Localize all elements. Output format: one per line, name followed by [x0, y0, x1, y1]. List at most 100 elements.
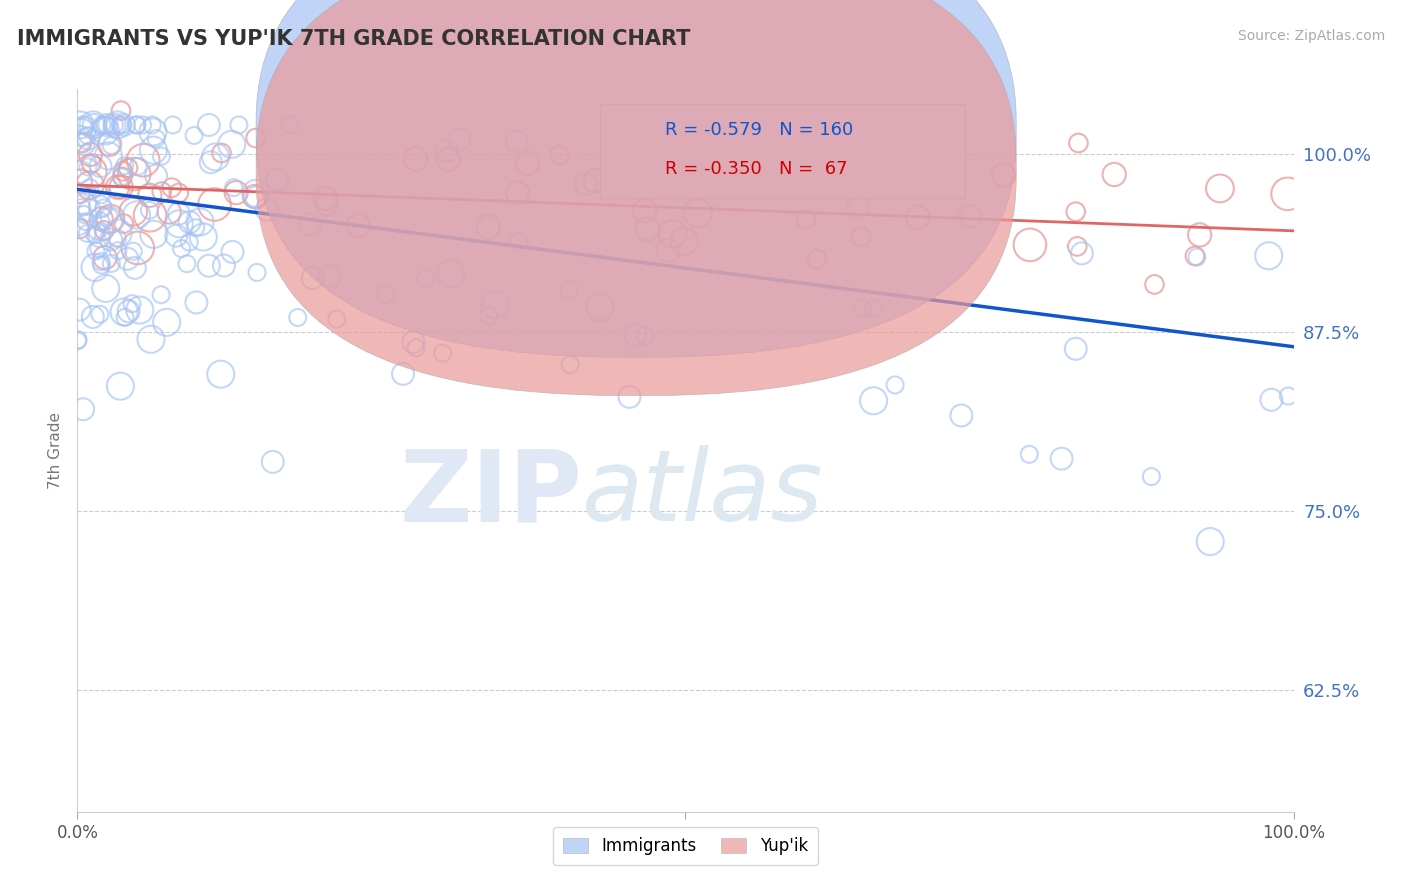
Point — [66, 333, 89, 347]
Point — [125, 118, 148, 132]
Point — [243, 189, 266, 203]
Point — [157, 205, 180, 219]
Point — [950, 409, 973, 423]
Point — [111, 118, 134, 132]
Point — [1018, 447, 1040, 461]
Point — [402, 334, 425, 349]
Point — [139, 188, 162, 202]
Point — [150, 149, 173, 163]
Point — [167, 217, 190, 231]
Point — [84, 260, 107, 275]
Point — [186, 295, 208, 310]
Legend: Immigrants, Yup'ik: Immigrants, Yup'ik — [553, 827, 818, 865]
Point — [69, 118, 91, 132]
Point — [69, 219, 91, 234]
Point — [108, 118, 131, 132]
Point — [1209, 181, 1232, 195]
Point — [138, 203, 160, 218]
Point — [794, 212, 817, 227]
Point — [82, 118, 104, 132]
Point — [170, 242, 193, 256]
Point — [1277, 389, 1299, 403]
Point — [167, 207, 190, 221]
Point — [637, 222, 659, 236]
Text: IMMIGRANTS VS YUP'IK 7TH GRADE CORRELATION CHART: IMMIGRANTS VS YUP'IK 7TH GRADE CORRELATI… — [17, 29, 690, 48]
Point — [246, 265, 269, 279]
Point — [405, 152, 427, 166]
Point — [94, 124, 117, 138]
Point — [132, 153, 155, 168]
Point — [478, 309, 501, 323]
Point — [862, 393, 884, 408]
Point — [477, 219, 499, 234]
Point — [315, 191, 337, 205]
Point — [96, 118, 118, 132]
Point — [449, 132, 471, 146]
Point — [117, 304, 139, 318]
Point — [83, 227, 105, 242]
Point — [184, 220, 207, 235]
Point — [437, 153, 460, 167]
Point — [139, 208, 162, 222]
Point — [117, 161, 139, 175]
Point — [121, 296, 143, 310]
Point — [392, 367, 415, 381]
Point — [70, 136, 93, 151]
Point — [959, 210, 981, 224]
Point — [374, 287, 396, 301]
Point — [221, 137, 243, 152]
Point — [686, 206, 709, 220]
Point — [98, 211, 121, 226]
Point — [98, 137, 121, 152]
Point — [1140, 469, 1163, 483]
Point — [1184, 249, 1206, 263]
Point — [82, 310, 104, 324]
Point — [198, 259, 221, 273]
Point — [131, 118, 153, 132]
Point — [440, 267, 463, 281]
Point — [347, 219, 370, 233]
Point — [125, 118, 148, 132]
Point — [70, 125, 93, 139]
Point — [97, 149, 120, 163]
Point — [1188, 227, 1211, 242]
Point — [516, 156, 538, 170]
Text: ZIP: ZIP — [399, 445, 582, 542]
Point — [179, 215, 201, 229]
Point — [80, 156, 103, 170]
Point — [142, 227, 165, 242]
Point — [69, 186, 91, 201]
Point — [156, 315, 179, 329]
Point — [1050, 451, 1073, 466]
Point — [69, 174, 91, 188]
Point — [657, 244, 679, 258]
Point — [69, 165, 91, 179]
Point — [87, 242, 110, 256]
Point — [298, 218, 321, 232]
Point — [90, 187, 112, 202]
Point — [1070, 246, 1092, 260]
Point — [862, 301, 884, 316]
Point — [1064, 342, 1087, 356]
Point — [405, 341, 427, 355]
Point — [77, 160, 100, 174]
Point — [127, 241, 149, 255]
Point — [211, 146, 233, 161]
Point — [193, 230, 215, 244]
Point — [318, 269, 340, 284]
Point — [415, 271, 437, 285]
Point — [79, 181, 101, 195]
FancyBboxPatch shape — [256, 0, 1017, 395]
Point — [506, 135, 529, 149]
Point — [673, 234, 696, 248]
Point — [107, 226, 129, 240]
Point — [89, 307, 111, 321]
Point — [79, 178, 101, 193]
Point — [112, 305, 135, 319]
Point — [125, 208, 148, 222]
Point — [619, 390, 641, 404]
Point — [221, 244, 243, 259]
Text: atlas: atlas — [582, 445, 824, 542]
Point — [76, 227, 98, 241]
Point — [128, 303, 150, 318]
